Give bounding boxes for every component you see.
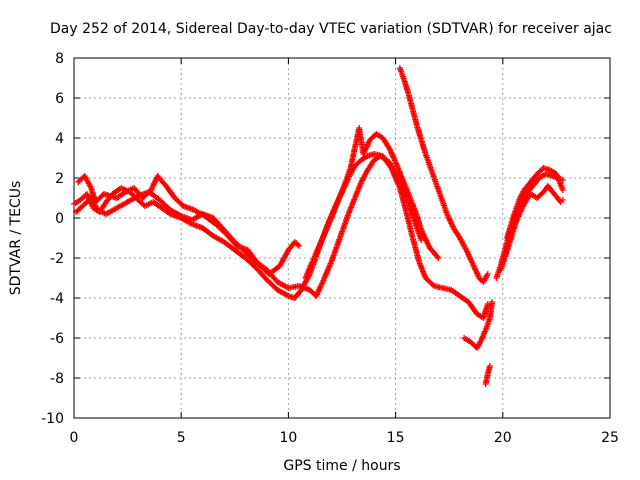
series-markers	[497, 183, 566, 273]
series-markers	[302, 125, 442, 281]
series-track-3	[75, 173, 303, 277]
y-tick-label: -6	[50, 331, 64, 347]
series-markers	[396, 65, 491, 285]
series-track-6	[461, 299, 496, 387]
series-track-5	[396, 65, 491, 285]
series-track-9	[504, 165, 566, 241]
y-tick-label: 4	[55, 131, 64, 147]
x-tick-label: 25	[601, 430, 619, 446]
series-track-8	[497, 183, 566, 273]
x-axis-label: GPS time / hours	[283, 458, 400, 474]
y-tick-label: 0	[55, 211, 64, 227]
series-markers	[504, 165, 566, 241]
series-markers	[461, 299, 496, 387]
y-tick-labels: -10 -8 -6 -4 -2 0 2 4 6 8	[41, 51, 64, 427]
tick-marks	[73, 57, 611, 419]
x-tick-label: 10	[279, 430, 297, 446]
y-tick-label: -8	[50, 371, 64, 387]
x-tick-label: 15	[387, 430, 405, 446]
y-tick-label: 8	[55, 51, 64, 67]
chart-title: Day 252 of 2014, Sidereal Day-to-day VTE…	[50, 21, 612, 37]
x-tick-label: 20	[494, 430, 512, 446]
x-tick-labels: 0 5 10 15 20 25	[70, 430, 619, 446]
data-series	[71, 65, 566, 387]
plot-frame	[73, 57, 611, 419]
x-tick-label: 5	[177, 430, 186, 446]
y-tick-label: 2	[55, 171, 64, 187]
y-tick-label: -4	[50, 291, 64, 307]
series-markers	[75, 173, 303, 277]
x-tick-label: 0	[70, 430, 79, 446]
y-tick-label: -10	[41, 411, 64, 427]
y-tick-label: 6	[55, 91, 64, 107]
y-axis-label: SDTVAR / TECUs	[8, 181, 24, 296]
y-tick-label: -2	[50, 251, 64, 267]
series-track-4	[302, 125, 442, 281]
